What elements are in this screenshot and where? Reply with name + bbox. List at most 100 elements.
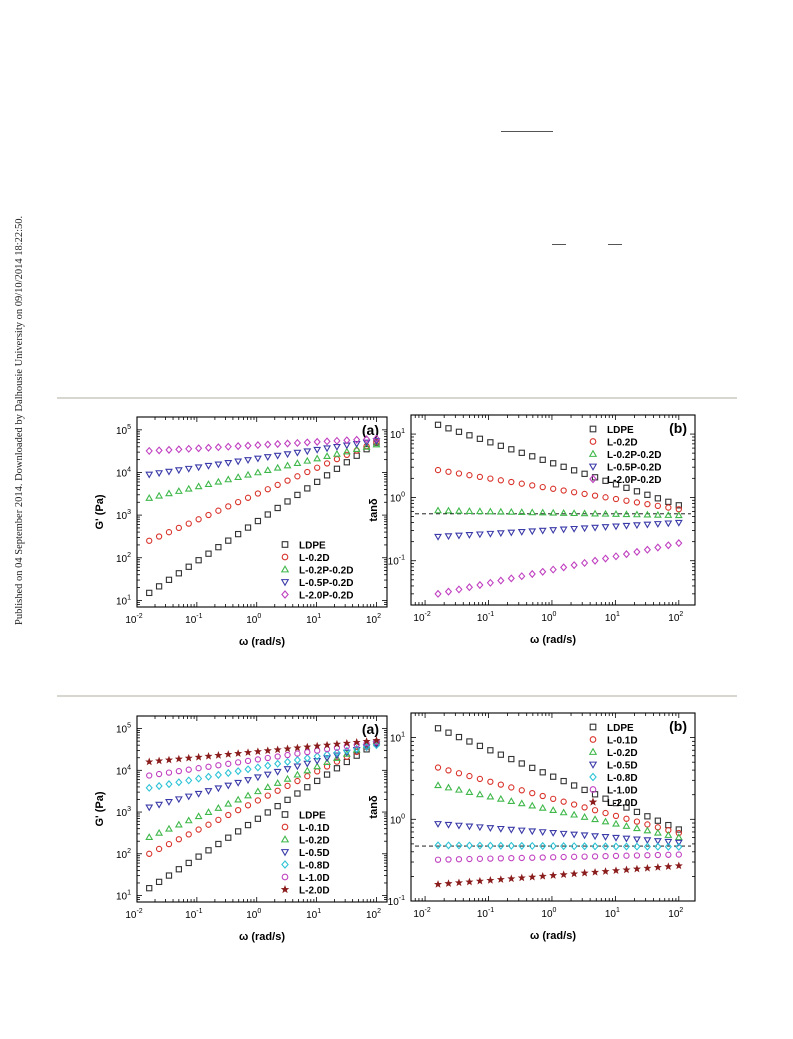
figure-divider	[57, 397, 737, 399]
y-axis-label: G' (Pa)	[94, 494, 106, 529]
data-point	[612, 852, 620, 860]
data-point	[353, 452, 360, 459]
data-point	[304, 748, 311, 756]
data-point	[145, 471, 154, 479]
data-point	[528, 828, 537, 836]
data-point	[434, 506, 442, 514]
data-point	[253, 468, 262, 476]
data-point	[283, 439, 292, 448]
legend-marker	[589, 786, 597, 793]
data-point	[204, 788, 213, 795]
data-point	[475, 876, 484, 885]
data-point	[332, 754, 341, 761]
data-point	[304, 784, 311, 791]
data-point	[175, 445, 183, 454]
legend-entry: L-0.5P-0.2D	[299, 578, 353, 589]
data-point	[654, 842, 662, 851]
data-point	[643, 842, 651, 851]
series-L-0.8D	[145, 741, 381, 792]
data-point	[214, 785, 223, 793]
data-point	[570, 782, 578, 789]
data-point	[214, 803, 223, 811]
data-point	[155, 583, 163, 590]
y-tick-label: 102	[116, 848, 131, 861]
data-point	[466, 472, 473, 479]
data-point	[155, 491, 164, 499]
data-point	[497, 576, 505, 585]
data-point	[644, 491, 651, 498]
data-point	[560, 487, 567, 494]
data-point	[323, 771, 331, 778]
legend: LDPE L-0.1DL-0.2D L-0.5DL-0.8D L-1.0DL-2.0D	[588, 723, 638, 809]
data-point	[195, 765, 202, 772]
data-point	[343, 746, 351, 755]
data-point	[508, 446, 515, 453]
data-point	[333, 436, 341, 445]
data-point	[372, 438, 381, 446]
data-point	[313, 741, 322, 750]
data-point	[497, 781, 504, 788]
data-point	[559, 808, 568, 816]
data-point	[224, 750, 233, 758]
data-point	[224, 475, 233, 483]
data-point	[323, 750, 331, 759]
data-point	[570, 842, 578, 851]
data-point	[528, 801, 537, 809]
data-point	[643, 510, 652, 518]
data-point	[664, 541, 672, 550]
y-tick-label: 101	[390, 428, 405, 441]
data-point	[234, 779, 243, 787]
data-point	[194, 812, 203, 820]
data-point	[155, 828, 164, 836]
legend-entry: LDPE	[299, 811, 326, 822]
data-point	[323, 452, 331, 460]
data-point	[643, 545, 651, 554]
data-point	[612, 812, 620, 820]
data-point	[434, 856, 442, 863]
x-tick-label: 101	[605, 611, 620, 624]
data-point	[244, 757, 252, 765]
data-point	[332, 449, 341, 457]
data-point	[507, 574, 515, 583]
data-point	[497, 442, 504, 449]
data-point	[465, 823, 474, 831]
x-tick-label: 10-2	[125, 908, 142, 921]
legend-entry: L-0.8D	[299, 861, 330, 872]
data-point	[529, 482, 536, 489]
data-point	[263, 783, 272, 791]
y-tick-label: 103	[116, 806, 131, 819]
data-point	[194, 482, 203, 490]
data-point	[675, 842, 683, 851]
data-point	[362, 744, 371, 752]
data-point	[314, 747, 321, 754]
legend-entry: L-2.0D	[299, 886, 330, 897]
data-point	[164, 755, 173, 764]
legend-entry: L-0.2D	[299, 553, 330, 564]
data-point	[195, 557, 202, 564]
data-point	[434, 821, 442, 828]
data-point	[507, 797, 516, 804]
data-point	[591, 867, 600, 876]
data-point	[675, 502, 682, 509]
data-point	[560, 842, 568, 851]
data-point	[224, 799, 233, 807]
x-tick-label: 10-1	[477, 907, 494, 920]
plot-frame	[410, 712, 696, 902]
y-tick-label: 101	[116, 594, 131, 607]
data-point	[539, 456, 546, 463]
data-point	[175, 866, 183, 873]
data-point	[353, 435, 361, 444]
data-point	[214, 751, 223, 759]
data-point	[444, 533, 453, 541]
data-point	[253, 747, 262, 755]
legend-entry: L-0.2D	[607, 748, 638, 759]
data-point	[352, 441, 361, 448]
data-point	[254, 763, 262, 772]
data-point	[244, 470, 252, 478]
data-point	[496, 507, 505, 515]
data-point	[175, 570, 183, 577]
data-point	[155, 801, 164, 809]
data-point	[475, 790, 484, 798]
data-point	[185, 831, 192, 838]
data-point	[254, 490, 262, 497]
